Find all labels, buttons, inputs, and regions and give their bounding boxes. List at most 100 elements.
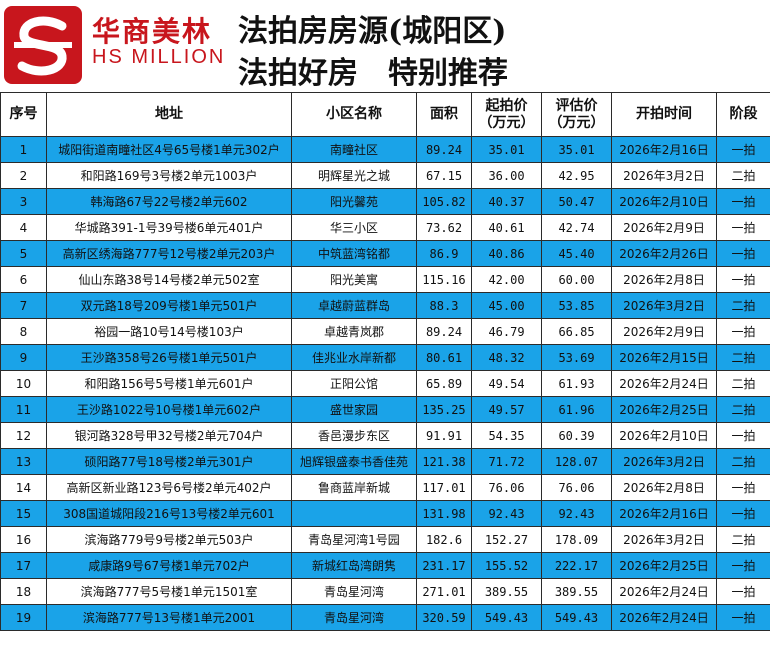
cell-appraisal: 53.85	[541, 292, 612, 319]
cell-stage: 二拍	[716, 526, 770, 553]
table-row: 6 仙山东路38号14号楼2单元502室 阳光美寓 115.16 42.00 60.00 2…	[0, 266, 770, 293]
page-subtitle: 法拍好房 特别推荐	[238, 48, 508, 92]
cell-community: 青岛星河湾1号园	[291, 526, 417, 553]
table-row: 9 王沙路358号26号楼1单元501户 佳兆业水岸新都 80.61 48.32 53.6…	[0, 344, 770, 371]
cell-start-time: 2026年3月2日	[611, 292, 717, 319]
table-row: 17 咸康路9号67号楼1单元702户 新城红岛湾朗隽 231.17 155.52 222…	[0, 552, 770, 579]
cell-index: 9	[0, 344, 47, 371]
cell-start-price: 40.61	[471, 214, 542, 241]
cell-community: 旭辉银盛泰书香佳苑	[291, 448, 417, 475]
cell-stage: 一拍	[716, 552, 770, 579]
cell-start-time: 2026年2月24日	[611, 370, 717, 397]
cell-start-price: 40.37	[471, 188, 542, 215]
cell-address: 滨海路777号5号楼1单元1501室	[46, 578, 292, 605]
cell-start-time: 2026年2月8日	[611, 474, 717, 501]
table-row: 8 裕园一路10号14号楼103户 卓越青岚郡 89.24 46.79 66.85 2026…	[0, 318, 770, 345]
cell-start-time: 2026年2月24日	[611, 578, 717, 605]
table-row: 3 韩海路67号22号楼2单元602 阳光馨苑 105.82 40.37 50.47 202…	[0, 188, 770, 215]
cell-stage: 一拍	[716, 136, 770, 163]
cell-appraisal: 35.01	[541, 136, 612, 163]
cell-area: 231.17	[416, 552, 472, 579]
cell-start-price: 36.00	[471, 162, 542, 189]
cell-index: 18	[0, 578, 47, 605]
cell-index: 17	[0, 552, 47, 579]
cell-community: 明辉星光之城	[291, 162, 417, 189]
cell-start-time: 2026年2月10日	[611, 188, 717, 215]
table-row: 10 和阳路156号5号楼1单元601户 正阳公馆 65.89 49.54 61.93 20…	[0, 370, 770, 397]
table-row: 16 滨海路779号9号楼2单元503户 青岛星河湾1号园 182.6 152.27 17…	[0, 526, 770, 553]
cell-index: 16	[0, 526, 47, 553]
cell-stage: 一拍	[716, 422, 770, 449]
cell-community: 盛世家园	[291, 396, 417, 423]
cell-start-price: 45.00	[471, 292, 542, 319]
cell-area: 73.62	[416, 214, 472, 241]
cell-stage: 一拍	[716, 578, 770, 605]
cell-stage: 二拍	[716, 448, 770, 475]
cell-appraisal: 76.06	[541, 474, 612, 501]
cell-address: 咸康路9号67号楼1单元702户	[46, 552, 292, 579]
subtitle-part-b: 特别推荐	[388, 56, 508, 91]
cell-address: 滨海路779号9号楼2单元503户	[46, 526, 292, 553]
cell-community: 卓越蔚蓝群岛	[291, 292, 417, 319]
cell-address: 韩海路67号22号楼2单元602	[46, 188, 292, 215]
table-row: 7 双元路18号209号楼1单元501户 卓越蔚蓝群岛 88.3 45.00 53.85 2…	[0, 292, 770, 319]
cell-start-time: 2026年2月25日	[611, 396, 717, 423]
listing-table: 序号 地址 小区名称 面积 起拍价 （万元） 评估价 （万元） 开拍时间 阶段 …	[0, 92, 770, 631]
cell-index: 11	[0, 396, 47, 423]
cell-start-time: 2026年2月9日	[611, 214, 717, 241]
cell-start-time: 2026年2月8日	[611, 266, 717, 293]
cell-area: 91.91	[416, 422, 472, 449]
cell-start-price: 92.43	[471, 500, 542, 527]
cell-address: 高新区绣海路777号12号楼2单元203户	[46, 240, 292, 267]
col-header-community: 小区名称	[291, 92, 417, 137]
cell-appraisal: 549.43	[541, 604, 612, 631]
cell-start-time: 2026年2月26日	[611, 240, 717, 267]
cell-appraisal: 53.69	[541, 344, 612, 371]
table-row: 11 王沙路1022号10号楼1单元602户 盛世家园 135.25 49.57 61.9…	[0, 396, 770, 423]
cell-area: 67.15	[416, 162, 472, 189]
cell-start-time: 2026年3月2日	[611, 526, 717, 553]
cell-start-price: 549.43	[471, 604, 542, 631]
cell-stage: 二拍	[716, 396, 770, 423]
cell-start-price: 155.52	[471, 552, 542, 579]
cell-stage: 一拍	[716, 240, 770, 267]
cell-community: 鲁商蓝岸新城	[291, 474, 417, 501]
cell-appraisal: 66.85	[541, 318, 612, 345]
cell-stage: 二拍	[716, 292, 770, 319]
cell-start-time: 2026年3月2日	[611, 448, 717, 475]
cell-area: 271.01	[416, 578, 472, 605]
cell-index: 1	[0, 136, 47, 163]
cell-start-price: 48.32	[471, 344, 542, 371]
cell-start-price: 49.57	[471, 396, 542, 423]
table-body: 1 城阳街道南疃社区4号65号楼1单元302户 南疃社区 89.24 35.01 35.0…	[0, 136, 770, 631]
cell-address: 308国道城阳段216号13号楼2单元601	[46, 500, 292, 527]
cell-community: 中筑蓝湾铭都	[291, 240, 417, 267]
cell-community: 新城红岛湾朗隽	[291, 552, 417, 579]
cell-stage: 一拍	[716, 500, 770, 527]
cell-area: 86.9	[416, 240, 472, 267]
cell-community: 青岛星河湾	[291, 604, 417, 631]
cell-area: 65.89	[416, 370, 472, 397]
cell-start-price: 389.55	[471, 578, 542, 605]
cell-start-time: 2026年2月10日	[611, 422, 717, 449]
cell-appraisal: 60.39	[541, 422, 612, 449]
cell-appraisal: 92.43	[541, 500, 612, 527]
cell-stage: 一拍	[716, 214, 770, 241]
cell-area: 115.16	[416, 266, 472, 293]
cell-index: 2	[0, 162, 47, 189]
col-header-area: 面积	[416, 92, 472, 137]
cell-index: 7	[0, 292, 47, 319]
table-row: 18 滨海路777号5号楼1单元1501室 青岛星河湾 271.01 389.55 389…	[0, 578, 770, 605]
table-row: 1 城阳街道南疃社区4号65号楼1单元302户 南疃社区 89.24 35.01 35.0…	[0, 136, 770, 163]
cell-community: 青岛星河湾	[291, 578, 417, 605]
cell-community: 佳兆业水岸新都	[291, 344, 417, 371]
table-row: 13 硕阳路77号18号楼2单元301户 旭辉银盛泰书香佳苑 121.38 71.72 1…	[0, 448, 770, 475]
cell-stage: 一拍	[716, 604, 770, 631]
cell-start-price: 49.54	[471, 370, 542, 397]
cell-start-price: 40.86	[471, 240, 542, 267]
brand-name-cn: 华商美林	[92, 15, 213, 48]
cell-index: 8	[0, 318, 47, 345]
col-header-start-time: 开拍时间	[611, 92, 717, 137]
cell-area: 182.6	[416, 526, 472, 553]
cell-area: 131.98	[416, 500, 472, 527]
